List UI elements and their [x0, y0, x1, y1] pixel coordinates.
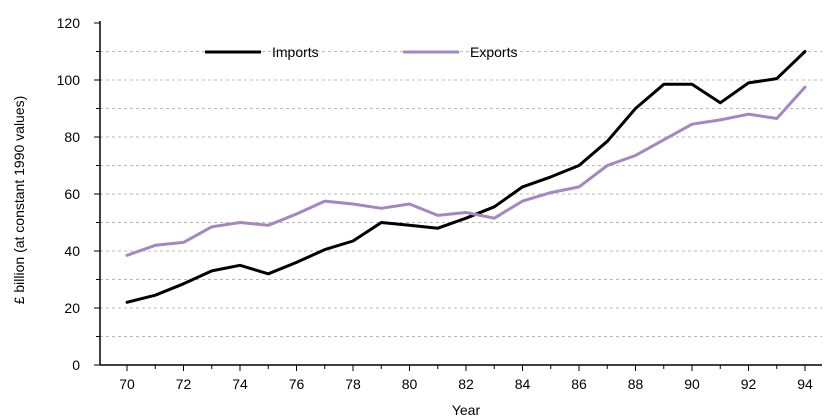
y-tick-label: 120 [57, 15, 81, 31]
x-tick-label: 86 [571, 376, 587, 392]
y-tick-label: 20 [64, 300, 80, 316]
x-tick-label: 88 [628, 376, 644, 392]
series-line-exports [125, 85, 807, 257]
y-tick-label: 80 [64, 129, 80, 145]
x-tick-label: 76 [289, 376, 305, 392]
x-tick-label: 94 [797, 376, 813, 392]
x-tick-label: 72 [176, 376, 192, 392]
grid-lines [100, 51, 822, 337]
y-tick-label: 0 [72, 357, 80, 373]
x-tick-label: 80 [402, 376, 418, 392]
x-tick-label: 70 [119, 376, 135, 392]
axes [99, 21, 822, 366]
legend: Imports Exports [205, 44, 517, 60]
data-series [125, 50, 807, 304]
axis-ticks: 0 20 40 60 80 100 120 70 72 74 76 78 80 82 84 86 88 90 92 9… [57, 15, 813, 392]
legend-label-exports: Exports [470, 44, 517, 60]
y-axis-label: £ billion (at constant 1990 values) [11, 96, 27, 305]
y-tick-label: 40 [64, 243, 80, 259]
y-tick-label: 100 [57, 72, 81, 88]
series-line-imports [125, 50, 807, 304]
x-axis-label: Year [452, 402, 481, 418]
legend-label-imports: Imports [272, 44, 319, 60]
x-tick-label: 84 [515, 376, 531, 392]
x-tick-label: 78 [345, 376, 361, 392]
x-tick-label: 74 [232, 376, 248, 392]
x-tick-label: 90 [684, 376, 700, 392]
x-tick-label: 82 [458, 376, 474, 392]
x-tick-label: 92 [741, 376, 757, 392]
y-tick-label: 60 [64, 186, 80, 202]
